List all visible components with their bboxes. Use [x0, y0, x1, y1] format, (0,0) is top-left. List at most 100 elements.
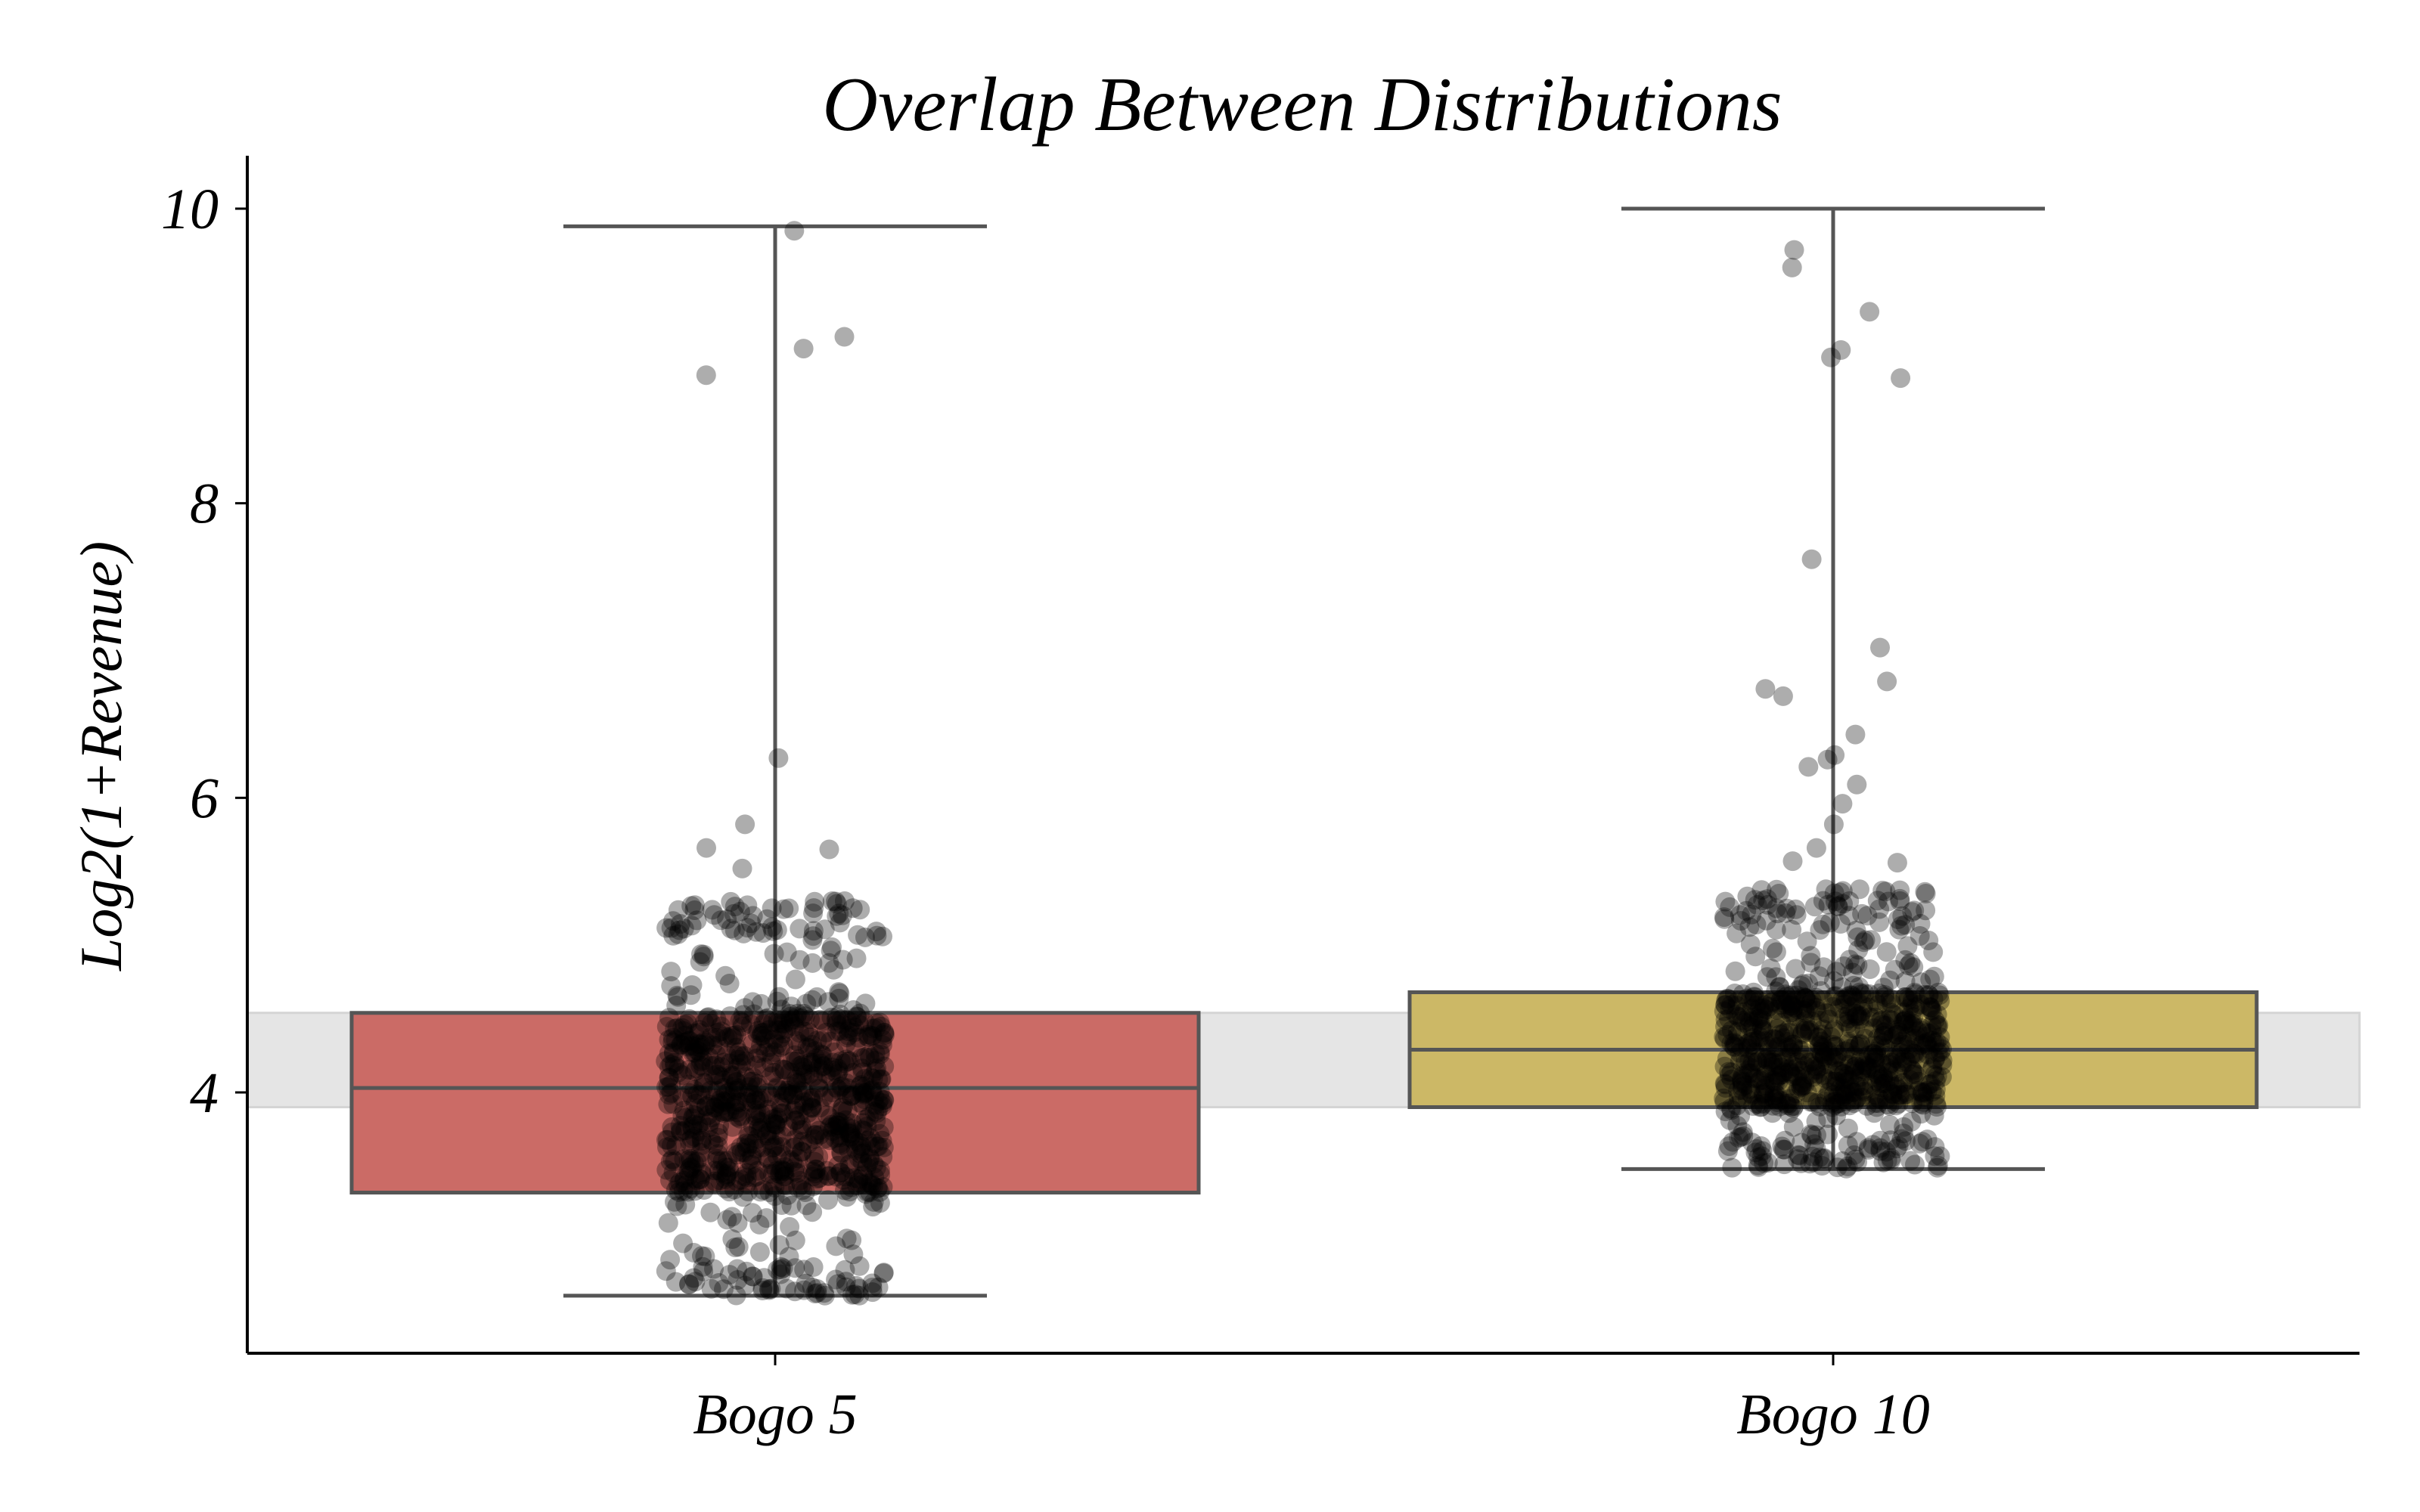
data-point — [1892, 1055, 1913, 1076]
data-point — [1756, 1075, 1776, 1095]
data-point — [1884, 1091, 1904, 1111]
data-point — [684, 1023, 705, 1043]
data-point — [1807, 1000, 1827, 1021]
data-point — [829, 982, 849, 1002]
data-point — [1894, 1117, 1914, 1137]
data-point — [793, 1003, 814, 1024]
data-point — [1720, 1110, 1740, 1130]
data-point — [843, 1063, 864, 1083]
data-point — [1780, 1061, 1801, 1082]
data-point — [675, 1120, 696, 1141]
data-point — [1746, 915, 1767, 934]
data-point — [830, 1162, 851, 1182]
data-point — [1913, 1083, 1933, 1104]
data-point — [1810, 1096, 1830, 1117]
data-point — [656, 1077, 676, 1097]
data-point — [1911, 1104, 1931, 1124]
data-point — [822, 1057, 842, 1077]
data-point — [703, 1066, 724, 1086]
data-point — [814, 1086, 833, 1107]
data-point — [1867, 1063, 1888, 1083]
data-point — [708, 1144, 728, 1164]
data-point — [1826, 986, 1846, 1006]
data-point — [1876, 1015, 1896, 1036]
data-point — [847, 1176, 867, 1196]
data-point — [752, 1281, 773, 1300]
data-point — [1795, 1056, 1815, 1077]
data-point — [861, 1080, 882, 1101]
data-point — [1740, 934, 1761, 954]
data-point — [693, 944, 714, 965]
data-point — [774, 1161, 795, 1182]
box-group-bogo-10 — [1407, 206, 2259, 1171]
data-point — [698, 1105, 718, 1126]
data-point — [1870, 1141, 1891, 1161]
data-point — [759, 1037, 779, 1058]
data-point — [699, 1047, 719, 1067]
data-point — [1722, 1157, 1742, 1178]
data-point — [694, 1035, 715, 1055]
data-point — [663, 1094, 684, 1114]
data-point — [1832, 881, 1853, 901]
data-point — [771, 1145, 792, 1165]
data-point — [843, 1129, 864, 1149]
data-point — [1762, 1029, 1782, 1049]
data-point — [867, 1179, 888, 1198]
data-point — [1776, 898, 1797, 919]
data-point — [1863, 1135, 1883, 1155]
data-point — [1741, 1036, 1761, 1055]
data-point — [721, 919, 741, 939]
data-point — [693, 1057, 714, 1077]
data-point — [1910, 914, 1931, 934]
data-point — [1896, 1082, 1916, 1102]
data-point — [834, 891, 855, 911]
data-point — [852, 1174, 873, 1194]
data-point — [1857, 1095, 1877, 1116]
data-point — [1748, 1030, 1768, 1051]
data-point — [775, 1176, 796, 1195]
data-point — [792, 1120, 812, 1140]
data-point — [1763, 1095, 1783, 1116]
data-point — [1791, 1153, 1811, 1173]
data-point — [1878, 1095, 1898, 1114]
data-point — [702, 1108, 722, 1128]
data-point — [737, 1163, 757, 1183]
data-point — [711, 1089, 731, 1110]
data-point — [1813, 1049, 1833, 1070]
data-point — [1808, 1027, 1829, 1048]
data-point — [1923, 989, 1944, 1009]
data-point — [855, 1012, 875, 1032]
data-point — [656, 1261, 676, 1281]
data-point — [1827, 1061, 1848, 1081]
data-point — [657, 1129, 678, 1150]
data-point — [706, 1148, 727, 1169]
data-point — [868, 1178, 889, 1198]
data-point — [771, 1256, 791, 1277]
data-point — [1754, 1020, 1773, 1040]
data-point — [1889, 1085, 1910, 1105]
data-point — [1732, 1070, 1751, 1091]
data-point — [787, 1003, 808, 1024]
data-point — [1922, 1030, 1942, 1051]
data-point — [685, 1105, 706, 1126]
data-point — [757, 1083, 777, 1103]
data-point — [777, 1080, 798, 1101]
data-point — [1758, 1153, 1778, 1173]
data-point — [1770, 1065, 1790, 1086]
data-point — [1851, 1005, 1871, 1026]
outlier-point — [1798, 757, 1819, 777]
data-point — [801, 1091, 821, 1111]
data-point — [693, 1077, 713, 1097]
data-point — [1738, 1007, 1758, 1027]
data-point — [675, 1194, 696, 1215]
data-point — [1736, 1051, 1756, 1071]
data-point — [1770, 1090, 1791, 1111]
data-point — [1789, 1145, 1810, 1166]
data-point — [673, 1233, 693, 1253]
data-point — [1770, 977, 1790, 997]
data-point — [780, 1011, 800, 1031]
data-point — [827, 894, 847, 914]
data-point — [1793, 974, 1813, 994]
data-point — [1792, 1073, 1812, 1093]
data-point — [1914, 1086, 1934, 1107]
